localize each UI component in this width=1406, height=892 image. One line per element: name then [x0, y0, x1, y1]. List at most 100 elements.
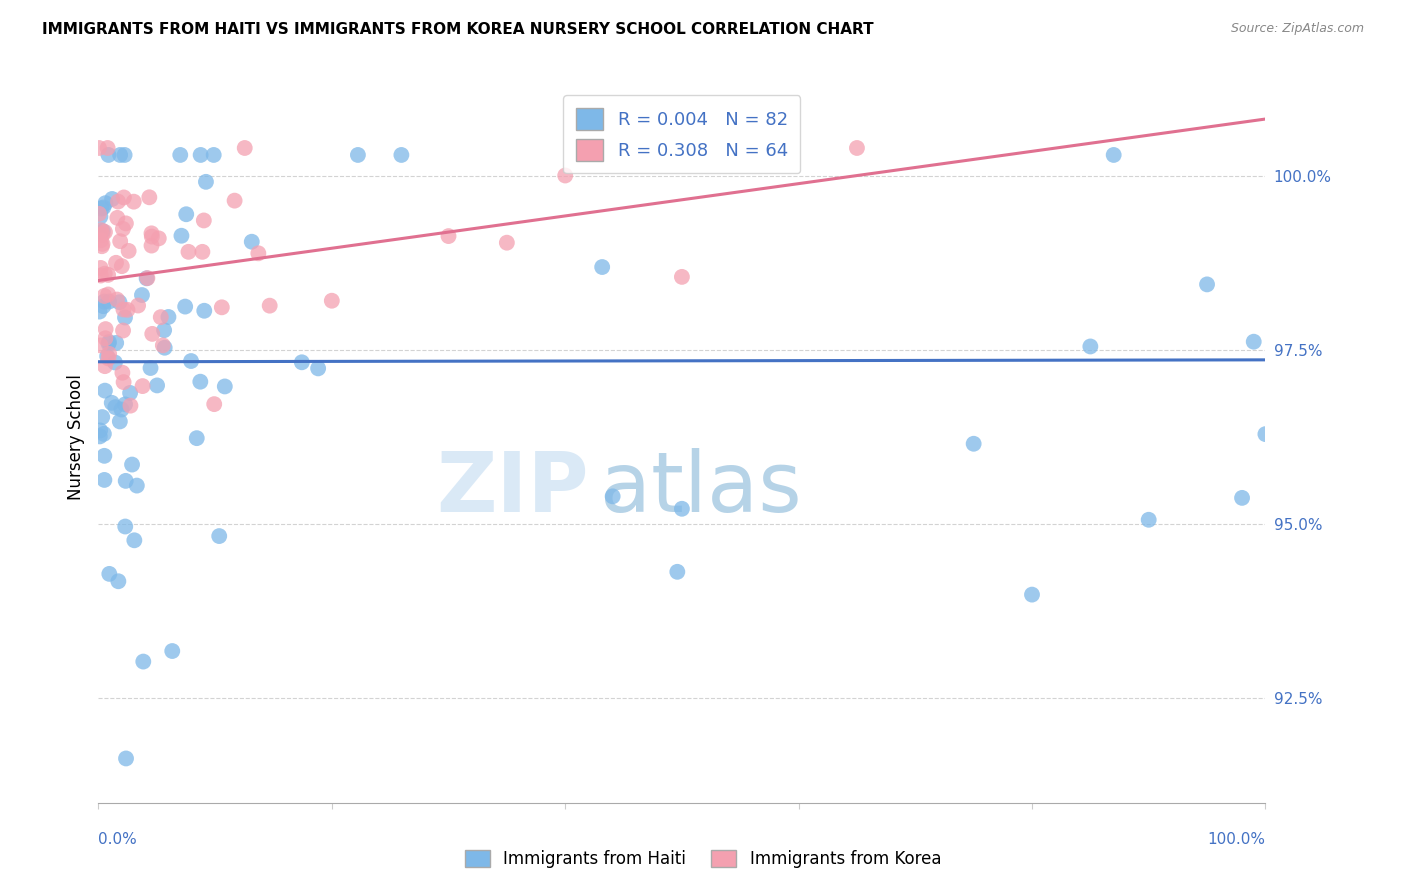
Point — [554, 169, 576, 183]
Point — [93, 294, 115, 309]
Point — [90, 223, 112, 237]
Point — [496, 235, 519, 250]
Point — [162, 644, 184, 658]
Point — [87, 207, 110, 221]
Point — [112, 190, 135, 204]
Point — [93, 267, 115, 281]
Point — [671, 501, 693, 516]
Point — [93, 449, 115, 463]
Point — [211, 301, 233, 315]
Point — [90, 233, 112, 247]
Point — [208, 529, 231, 543]
Point — [180, 354, 202, 368]
Point — [112, 324, 135, 338]
Point — [98, 347, 121, 361]
Point — [120, 385, 142, 400]
Point — [1254, 427, 1277, 442]
Point — [117, 302, 139, 317]
Point — [202, 397, 225, 411]
Point — [89, 338, 111, 352]
Point — [141, 227, 163, 241]
Point — [127, 299, 149, 313]
Point — [174, 300, 197, 314]
Point — [141, 238, 163, 252]
Point — [1197, 277, 1219, 292]
Point — [148, 231, 170, 245]
Point — [124, 533, 146, 548]
Point — [93, 473, 115, 487]
Point — [94, 322, 117, 336]
Point — [97, 268, 120, 282]
Point — [174, 207, 197, 221]
Text: ZIP: ZIP — [436, 448, 589, 529]
Point — [105, 293, 128, 307]
Point — [90, 239, 112, 253]
Point — [177, 244, 200, 259]
Point — [321, 293, 343, 308]
Point — [591, 260, 613, 274]
Point — [105, 211, 128, 225]
Point — [186, 431, 208, 445]
Point — [1080, 339, 1102, 353]
Point — [112, 302, 135, 317]
Point — [1243, 334, 1265, 349]
Point — [121, 458, 143, 472]
Point — [89, 424, 111, 438]
Point — [122, 194, 145, 209]
Point — [111, 222, 134, 236]
Point — [105, 256, 128, 270]
Point — [1137, 513, 1160, 527]
Point — [114, 397, 136, 411]
Point — [125, 478, 148, 492]
Point — [146, 378, 169, 392]
Point — [101, 192, 124, 206]
Point — [214, 379, 236, 393]
Point — [136, 271, 159, 285]
Point — [139, 361, 162, 376]
Point — [247, 246, 270, 260]
Point — [98, 294, 121, 309]
Point — [89, 304, 111, 318]
Point — [100, 396, 122, 410]
Point — [96, 349, 118, 363]
Point — [240, 235, 263, 249]
Point — [110, 402, 132, 417]
Point — [259, 299, 281, 313]
Point — [108, 234, 131, 248]
Point — [94, 331, 117, 345]
Point — [98, 335, 121, 350]
Point — [93, 426, 115, 441]
Point — [131, 288, 153, 302]
Point — [135, 271, 157, 285]
Point — [132, 655, 155, 669]
Point — [138, 190, 160, 204]
Point — [190, 148, 212, 162]
Point — [104, 400, 127, 414]
Point — [97, 287, 120, 301]
Point — [97, 148, 120, 162]
Point — [169, 148, 191, 162]
Point — [91, 224, 114, 238]
Point — [1021, 588, 1043, 602]
Point — [89, 429, 111, 443]
Point — [114, 474, 136, 488]
Point — [107, 194, 129, 209]
Text: atlas: atlas — [600, 448, 801, 529]
Point — [671, 269, 693, 284]
Point — [94, 384, 117, 398]
Point — [307, 361, 329, 376]
Text: 100.0%: 100.0% — [1208, 832, 1265, 847]
Point — [114, 148, 136, 162]
Point — [224, 194, 246, 208]
Point — [104, 355, 127, 369]
Point — [105, 335, 128, 350]
Point — [170, 228, 193, 243]
Point — [98, 566, 121, 581]
Point — [117, 244, 139, 258]
Point — [111, 259, 134, 273]
Point — [107, 574, 129, 589]
Text: IMMIGRANTS FROM HAITI VS IMMIGRANTS FROM KOREA NURSERY SCHOOL CORRELATION CHART: IMMIGRANTS FROM HAITI VS IMMIGRANTS FROM… — [42, 22, 873, 37]
Point — [87, 141, 110, 155]
Point — [97, 336, 120, 351]
Point — [202, 148, 225, 162]
